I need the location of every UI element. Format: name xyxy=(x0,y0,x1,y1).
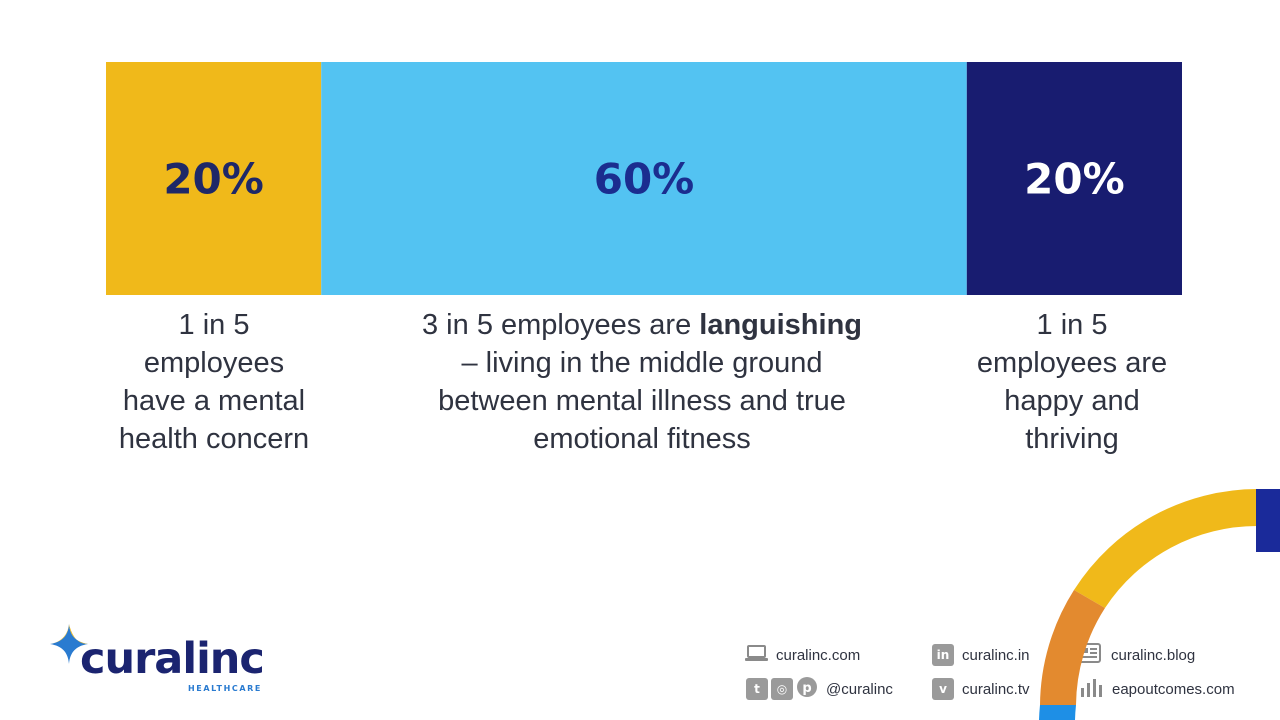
caption-2-text-post: – living in the middle ground between me… xyxy=(438,347,846,455)
decorative-arc xyxy=(1039,489,1280,720)
segment-captions: 1 in 5 employees have a mental health co… xyxy=(106,306,1182,466)
bar-segment-1 xyxy=(106,62,322,295)
footer-vimeo[interactable]: v curalinc.tv xyxy=(932,677,1030,701)
curalinc-logo: curalinc HEALTHCARE xyxy=(46,622,276,698)
bar-segment-label-2: 60% xyxy=(594,155,695,204)
footer-website-text[interactable]: curalinc.com xyxy=(776,646,861,664)
caption-happy-thriving: 1 in 5 employees are happy and thriving xyxy=(966,306,1178,458)
stacked-bar-chart: 20% 60% 20% xyxy=(106,62,1182,295)
footer-blog-text[interactable]: curalinc.blog xyxy=(1111,646,1196,664)
bar-segment-label-1: 20% xyxy=(163,155,264,204)
caption-languishing: 3 in 5 employees are languishing – livin… xyxy=(408,306,876,458)
caption-2-bold: languishing xyxy=(699,309,862,341)
linkedin-icon: in xyxy=(932,644,954,666)
footer-outcomes-text[interactable]: eapoutcomes.com xyxy=(1112,680,1235,698)
laptop-icon xyxy=(745,644,768,666)
stacked-bar-svg: 20% 60% 20% xyxy=(106,62,1182,295)
footer-outcomes[interactable]: eapoutcomes.com xyxy=(1080,677,1235,701)
pinterest-icon[interactable]: p xyxy=(796,676,818,702)
footer-linkedin[interactable]: in curalinc.in xyxy=(932,643,1030,667)
bar-segment-3 xyxy=(966,62,1182,295)
footer-social-handle[interactable]: @curalinc xyxy=(826,680,893,698)
caption-2-text-pre: 3 in 5 employees are xyxy=(422,309,700,341)
vimeo-icon: v xyxy=(932,678,954,700)
caption-mental-health-concern: 1 in 5 employees have a mental health co… xyxy=(106,306,322,458)
footer-website[interactable]: curalinc.com xyxy=(745,643,860,667)
logo-wordmark: curalinc xyxy=(80,634,265,684)
bar-chart-icon xyxy=(1080,676,1104,702)
bar-segment-label-3: 20% xyxy=(1024,155,1125,204)
bar-segment-2 xyxy=(321,62,967,295)
footer-vimeo-text[interactable]: curalinc.tv xyxy=(962,680,1030,698)
footer-social[interactable]: t ◎ p @curalinc xyxy=(746,677,893,701)
instagram-icon[interactable]: ◎ xyxy=(771,678,793,700)
footer-linkedin-text[interactable]: curalinc.in xyxy=(962,646,1030,664)
caption-1-text: 1 in 5 employees have a mental health co… xyxy=(118,309,310,455)
logo-subtitle: HEALTHCARE xyxy=(188,684,262,693)
caption-3-text: 1 in 5 employees are happy and thriving xyxy=(976,309,1168,455)
svg-text:p: p xyxy=(802,681,811,696)
logo-star-icon xyxy=(50,624,88,664)
twitter-icon[interactable]: t xyxy=(746,678,768,700)
